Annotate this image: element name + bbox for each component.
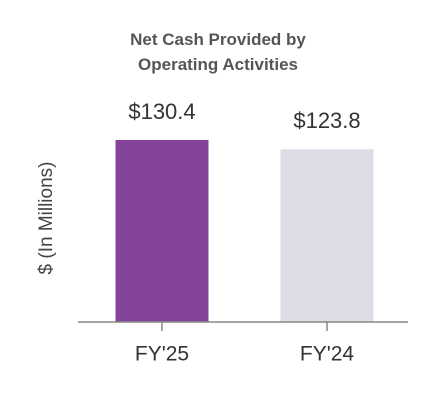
x-tick-label: FY'25	[135, 343, 189, 366]
bar	[280, 149, 374, 322]
value-label: $130.4	[128, 99, 195, 124]
x-tick-label: FY'24	[300, 343, 355, 366]
bar	[115, 140, 209, 322]
y-axis-label: $ (In Millions)	[36, 162, 57, 275]
value-label: $123.8	[293, 108, 360, 133]
chart-title: Net Cash Provided by Operating Activitie…	[130, 30, 306, 74]
